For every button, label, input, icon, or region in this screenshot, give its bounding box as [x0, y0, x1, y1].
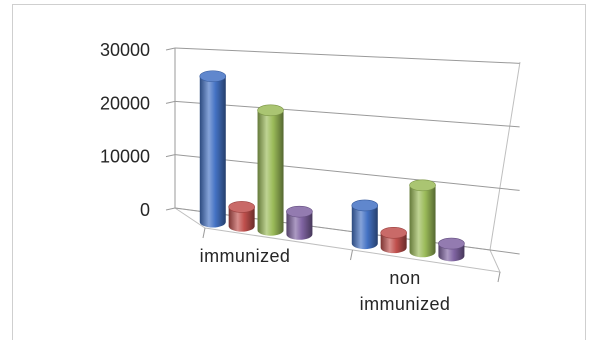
x-axis-category-labels: immunized non immunized — [200, 246, 451, 314]
x-tick-mark — [350, 249, 353, 261]
bar-2-1 — [351, 199, 379, 250]
bar-body — [228, 206, 255, 232]
x-category-label: immunized — [200, 246, 291, 266]
y-tick-label: 0 — [140, 200, 150, 220]
bar-2-3 — [409, 179, 436, 258]
x-tick-mark — [202, 227, 206, 239]
bar-top — [199, 70, 227, 83]
gridline — [174, 154, 520, 191]
bar-top — [409, 179, 436, 192]
bar-top — [438, 237, 465, 250]
bar-body — [257, 110, 284, 236]
bar-1-4 — [286, 205, 313, 240]
y-tick-mark — [165, 207, 176, 211]
chart-frame — [12, 4, 586, 340]
axes — [174, 48, 501, 283]
bar-top — [286, 205, 313, 218]
bar-body — [380, 232, 407, 254]
x-category-label: non — [389, 268, 420, 288]
y-tick-mark — [165, 154, 176, 158]
y-tick-label: 20000 — [100, 93, 150, 113]
bar-1-1 — [199, 70, 227, 228]
bar-2-4 — [438, 237, 465, 262]
bar-body — [351, 205, 378, 250]
y-axis-tick-labels: 0 10000 20000 30000 — [100, 40, 150, 220]
gridline — [174, 47, 520, 64]
bar-body — [286, 211, 313, 240]
bar-top — [380, 226, 407, 239]
back-wall-edge — [489, 61, 521, 251]
bar-top — [257, 104, 284, 117]
bar-top — [228, 201, 255, 213]
y-tick-label: 10000 — [100, 147, 150, 167]
x-category-label: immunized — [360, 294, 451, 314]
bar-1-2 — [228, 201, 255, 232]
bar-2-2 — [380, 226, 407, 254]
chart-walls — [174, 61, 521, 273]
bar-1-3 — [257, 104, 284, 236]
y-tick-mark — [165, 100, 176, 104]
y-tick-label: 30000 — [100, 40, 150, 60]
bar-top — [351, 199, 379, 212]
x-tick-mark — [497, 271, 501, 283]
gridline — [174, 100, 520, 128]
bars — [199, 70, 465, 262]
bar-body — [409, 185, 436, 258]
bar-body — [199, 76, 226, 228]
y-tick-mark — [165, 47, 176, 51]
